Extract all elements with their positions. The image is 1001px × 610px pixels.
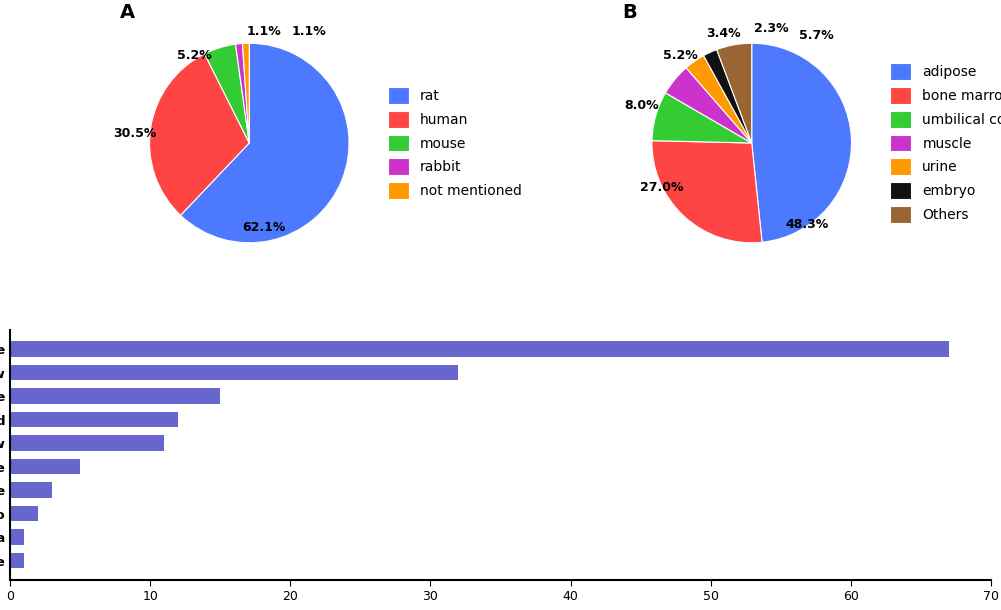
Wedge shape	[204, 44, 249, 143]
Bar	[10, 436, 164, 451]
Bar	[10, 553, 24, 568]
Text: 5.7%: 5.7%	[799, 29, 834, 41]
Wedge shape	[666, 68, 752, 143]
Bar	[10, 483, 52, 498]
Wedge shape	[686, 56, 752, 143]
Text: 62.1%: 62.1%	[242, 221, 286, 234]
Text: 48.3%: 48.3%	[785, 218, 828, 231]
Bar	[10, 389, 220, 404]
Wedge shape	[717, 43, 752, 143]
Bar	[10, 365, 458, 380]
Wedge shape	[235, 43, 249, 143]
Text: 8.0%: 8.0%	[625, 99, 660, 112]
Bar	[10, 412, 178, 427]
Legend: rat, human, mouse, rabbit, not mentioned: rat, human, mouse, rabbit, not mentioned	[381, 80, 529, 206]
Wedge shape	[752, 43, 852, 242]
Bar	[10, 529, 24, 545]
Text: 5.2%: 5.2%	[663, 49, 698, 62]
Text: A: A	[119, 3, 135, 23]
Text: 30.5%: 30.5%	[113, 126, 156, 140]
Wedge shape	[180, 43, 349, 243]
Legend: adipose, bone marrow, umbilical cord, muscle, urine, embryo, Others: adipose, bone marrow, umbilical cord, mu…	[883, 56, 1001, 230]
Wedge shape	[652, 141, 762, 243]
Wedge shape	[704, 49, 752, 143]
Bar	[10, 342, 949, 357]
Text: 5.2%: 5.2%	[177, 49, 212, 62]
Text: 27.0%: 27.0%	[641, 181, 684, 195]
Bar	[10, 459, 80, 474]
Wedge shape	[149, 54, 249, 215]
Text: B: B	[622, 3, 637, 23]
Wedge shape	[242, 43, 249, 143]
Text: 1.1%: 1.1%	[291, 25, 326, 38]
Text: 1.1%: 1.1%	[247, 25, 281, 38]
Bar	[10, 506, 38, 521]
Text: 2.3%: 2.3%	[755, 22, 789, 35]
Text: 3.4%: 3.4%	[707, 27, 741, 40]
Wedge shape	[652, 93, 752, 143]
